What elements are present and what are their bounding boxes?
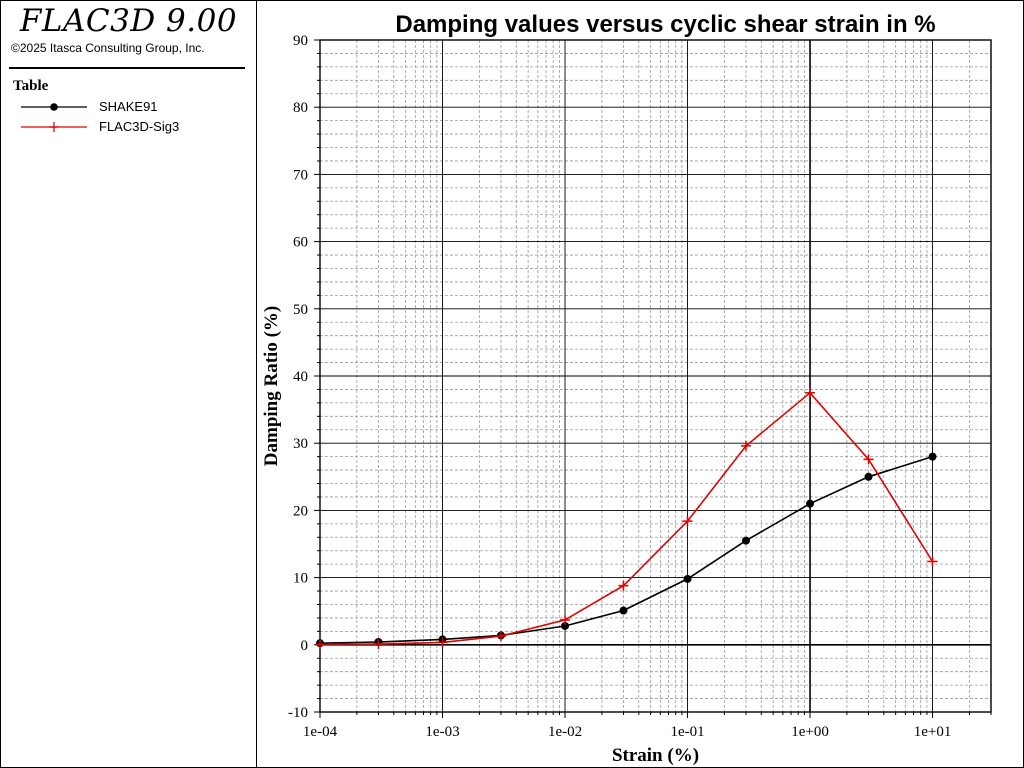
data-point-flac3d-sig3 xyxy=(927,556,938,567)
y-tick-label: 0 xyxy=(301,638,309,654)
data-point-shake91 xyxy=(683,574,692,583)
data-point-shake91 xyxy=(806,499,815,508)
legend-item-shake91: SHAKE91 xyxy=(21,99,241,115)
legend-label-shake91: SHAKE91 xyxy=(99,99,158,114)
data-point-flac3d-sig3 xyxy=(618,580,629,591)
legend-item-flac3d-sig3: FLAC3D-Sig3 xyxy=(21,119,241,135)
plus-icon xyxy=(21,122,87,132)
x-tick-label: 1e-02 xyxy=(548,724,582,740)
y-tick-label: 60 xyxy=(293,235,308,251)
y-tick-label: 90 xyxy=(293,33,308,49)
copyright-text: ©2025 Itasca Consulting Group, Inc. xyxy=(11,41,205,55)
x-tick-label: 1e+00 xyxy=(791,724,829,740)
data-point-flac3d-sig3 xyxy=(740,440,751,451)
data-point-flac3d-sig3 xyxy=(315,639,325,650)
y-tick-label: 20 xyxy=(293,503,308,519)
y-tick-label: 40 xyxy=(293,369,308,385)
y-tick-label: 80 xyxy=(293,100,308,116)
x-axis-title: Strain (%) xyxy=(612,745,699,766)
chart-area: -10 0 10 20 30 40 50 60 70 80 90 1e-04 1e-03 1e-02 1e-… xyxy=(261,11,992,766)
legend-heading: Table xyxy=(13,78,49,94)
data-point-flac3d-sig3 xyxy=(495,631,506,642)
data-point-flac3d-sig3 xyxy=(805,387,816,398)
data-point-flac3d-sig3 xyxy=(373,639,384,650)
y-tick-label: -10 xyxy=(288,705,308,721)
y-axis-title: Damping Ratio (%) xyxy=(261,306,282,466)
app-title: FLAC3D 9.00 xyxy=(19,3,238,39)
legend-label-flac3d-sig3: FLAC3D-Sig3 xyxy=(99,119,180,134)
x-tick-label: 1e+01 xyxy=(914,724,952,740)
data-point-flac3d-sig3 xyxy=(437,637,448,648)
data-point-shake91 xyxy=(741,536,750,545)
x-tick-label: 1e-04 xyxy=(303,724,338,740)
data-point-shake91 xyxy=(864,472,873,481)
circle-icon xyxy=(21,103,87,111)
data-point-shake91 xyxy=(928,452,937,461)
legend-divider xyxy=(9,67,245,69)
y-tick-label: 70 xyxy=(293,167,308,183)
x-tick-label: 1e-01 xyxy=(670,724,704,740)
chart-title: Damping values versus cyclic shear strai… xyxy=(395,11,935,38)
y-tick-label: 50 xyxy=(293,302,308,318)
data-point-shake91 xyxy=(561,621,570,630)
legend-panel: FLAC3D 9.00 ©2025 Itasca Consulting Grou… xyxy=(1,1,257,767)
x-tick-label: 1e-03 xyxy=(425,724,459,740)
y-tick-label: 30 xyxy=(293,436,308,452)
data-point-shake91 xyxy=(619,606,628,615)
data-point-flac3d-sig3 xyxy=(560,614,571,625)
data-point-flac3d-sig3 xyxy=(682,516,693,527)
y-tick-label: 10 xyxy=(293,571,308,587)
data-point-flac3d-sig3 xyxy=(863,454,874,465)
